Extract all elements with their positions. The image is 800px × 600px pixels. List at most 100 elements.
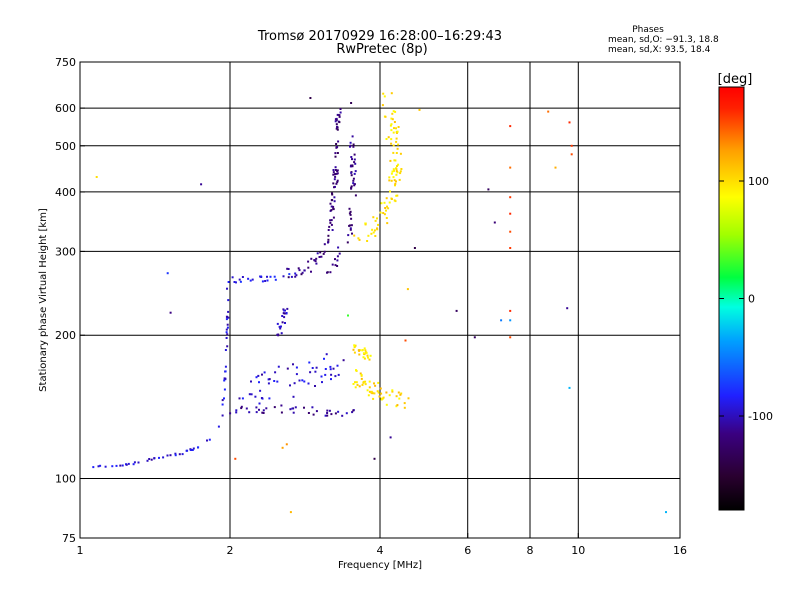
data-point [125,463,128,466]
data-point [323,243,326,246]
data-point [248,411,251,414]
data-point [368,380,371,383]
data-point [259,389,262,392]
data-point [352,409,355,412]
data-point [353,172,356,175]
data-point [330,205,333,208]
data-point [307,382,310,385]
data-point [395,173,398,176]
data-point [385,217,388,219]
x-tick-label: 1 [77,544,84,557]
data-point [273,406,276,409]
data-point [295,274,298,277]
data-point [390,129,393,132]
data-point [390,179,393,182]
data-point [370,232,373,235]
y-tick-label: 300 [55,245,76,258]
data-point [239,280,242,283]
data-point [323,250,326,253]
data-point [326,409,329,412]
data-point [278,325,281,328]
data-point [355,381,358,384]
data-point [354,381,356,384]
data-point [235,281,237,284]
data-point [352,348,355,351]
data-point [396,165,398,168]
data-point [311,406,314,409]
data-point [393,169,395,172]
data-point [225,318,228,321]
data-point [396,404,399,407]
data-point [380,202,383,205]
data-point [368,390,371,393]
data-point [352,177,355,180]
data-point [217,425,220,428]
data-point [376,390,379,393]
data-point [395,194,398,197]
data-point [350,186,353,189]
scatter-point [509,319,512,322]
data-point [364,380,367,383]
data-point [288,273,291,276]
data-point [290,275,293,278]
scatter-point [166,272,169,275]
data-point [248,393,251,396]
data-point [395,140,398,143]
phase-summary-o: mean, sd,O: −91.3, 18.8 [608,35,719,45]
data-point [255,411,258,414]
data-point [364,383,367,386]
data-point [225,328,228,331]
data-point [310,257,313,260]
data-point [394,159,397,162]
scatter-point [509,166,512,169]
data-point [377,223,379,226]
data-point [335,146,338,149]
data-point [261,411,264,414]
data-point [388,394,391,397]
data-point [336,255,339,258]
data-point [368,386,371,389]
data-point [267,382,270,385]
data-point [395,395,398,398]
data-point [381,104,384,107]
data-point [351,135,354,138]
data-point [197,446,200,449]
colorbar-ticks: 100 0 -100 [719,175,773,423]
scatter-point [509,336,512,339]
data-point [397,391,400,394]
grid-lines [80,62,680,538]
data-point [362,380,365,383]
data-point [279,327,282,330]
data-point [372,397,375,400]
chart-subtitle: RwPretec (8p) [336,42,427,57]
data-point [336,113,339,116]
data-point [377,391,380,394]
data-point [392,144,395,147]
data-point [397,143,400,146]
data-point [221,403,224,406]
data-point [326,412,329,414]
scatter-point [566,307,569,310]
data-point [399,393,402,396]
data-point [240,407,243,410]
data-point [386,222,389,225]
data-point [385,197,388,200]
data-point [374,235,377,237]
scatter-point [95,176,98,178]
data-point [231,276,234,279]
data-point [119,464,122,467]
x-tick-label: 10 [571,544,585,557]
data-point [286,367,289,370]
data-point [339,108,342,110]
data-point [353,158,356,161]
data-point [226,326,229,329]
data-point [267,378,270,381]
data-point [329,365,332,368]
data-point [281,321,284,324]
data-point [400,392,403,395]
data-point [397,126,400,128]
data-point [224,370,227,373]
data-point [322,252,325,255]
data-point [367,234,370,237]
